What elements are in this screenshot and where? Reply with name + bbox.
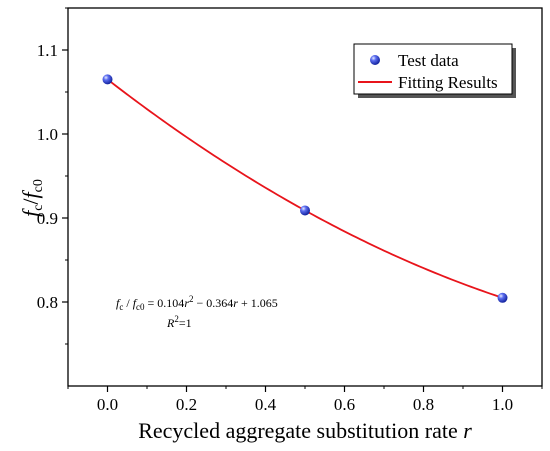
test-data-point bbox=[300, 205, 310, 216]
x-tick-label: 0.6 bbox=[334, 395, 355, 414]
fit-equation: fc / fc0 = 0.104r2 − 0.364r + 1.065 bbox=[116, 294, 278, 312]
test-points-group bbox=[102, 74, 508, 303]
y-tick-label: 0.9 bbox=[37, 209, 58, 228]
y-tick-label: 0.8 bbox=[37, 293, 58, 312]
x-tick-label: 1.0 bbox=[492, 395, 513, 414]
x-tick-label: 0.0 bbox=[97, 395, 118, 414]
y-axis-title: fc/fc0 bbox=[18, 179, 46, 217]
y-tick-label: 1.1 bbox=[37, 41, 58, 60]
legend-label-test-data: Test data bbox=[398, 51, 459, 70]
r-squared: R2=1 bbox=[166, 314, 192, 330]
x-tick-label: 0.2 bbox=[176, 395, 197, 414]
x-tick-labels: 0.0 0.2 0.4 0.6 0.8 1.0 bbox=[97, 395, 513, 414]
fit-line-group bbox=[106, 78, 503, 299]
x-tick-label: 0.8 bbox=[413, 395, 434, 414]
x-tick-label: 0.4 bbox=[255, 395, 277, 414]
legend-label-fitting-results: Fitting Results bbox=[398, 73, 498, 92]
legend-box bbox=[353, 43, 513, 95]
tick-marks bbox=[62, 7, 543, 392]
y-tick-labels: 0.8 0.9 1.0 1.1 bbox=[37, 41, 58, 312]
fit-curve-line bbox=[106, 78, 503, 299]
test-data-point bbox=[102, 74, 113, 85]
x-axis-title: Recycled aggregate substitution rate r bbox=[138, 418, 472, 443]
legend-point-marker bbox=[370, 55, 380, 65]
legend: Test data Fitting Results bbox=[353, 43, 516, 98]
y-tick-label: 1.0 bbox=[37, 125, 58, 144]
test-data-point bbox=[497, 292, 508, 303]
